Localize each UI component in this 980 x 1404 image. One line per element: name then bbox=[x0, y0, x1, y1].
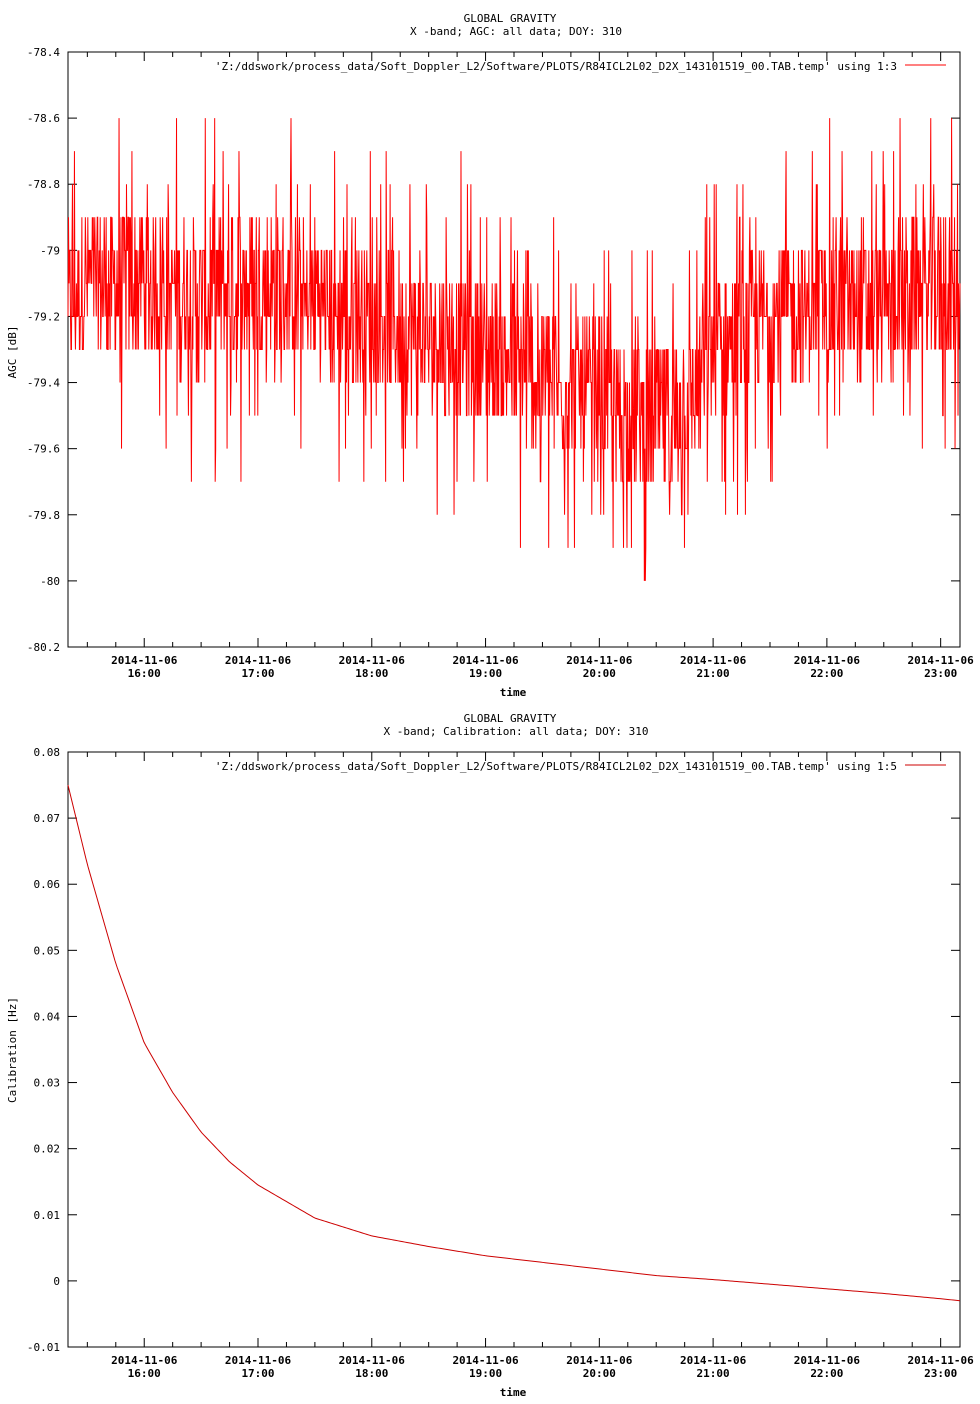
chart2-legend-label: 'Z:/ddswork/process_data/Soft_Doppler_L2… bbox=[215, 760, 897, 773]
chart1-xtick-date: 2014-11-06 bbox=[794, 654, 861, 667]
chart1-ytick-label: -79.8 bbox=[27, 509, 60, 522]
chart2-ytick-label: 0.05 bbox=[34, 944, 61, 957]
chart1-ytick-label: -78.8 bbox=[27, 178, 60, 191]
chart1-xtick-date: 2014-11-06 bbox=[111, 654, 178, 667]
chart1-ytick-label: -78.4 bbox=[27, 46, 60, 59]
chart2-ytick-label: 0.07 bbox=[34, 812, 61, 825]
chart2-xtick-time: 21:00 bbox=[697, 1367, 730, 1380]
chart1-legend-label: 'Z:/ddswork/process_data/Soft_Doppler_L2… bbox=[215, 60, 897, 73]
chart2-ytick-label: -0.01 bbox=[27, 1341, 60, 1354]
chart2-xtick-time: 16:00 bbox=[128, 1367, 161, 1380]
chart1-xtick-time: 17:00 bbox=[241, 667, 274, 680]
chart2-xtick-date: 2014-11-06 bbox=[452, 1354, 519, 1367]
chart2-xtick-date: 2014-11-06 bbox=[111, 1354, 178, 1367]
chart1-ytick-label: -79 bbox=[40, 244, 60, 257]
chart2-xtick-date: 2014-11-06 bbox=[566, 1354, 633, 1367]
chart1-ylabel: AGC [dB] bbox=[6, 326, 19, 379]
chart1-ytick-label: -80 bbox=[40, 575, 60, 588]
chart2-ytick-label: 0 bbox=[53, 1275, 60, 1288]
chart1-title: GLOBAL GRAVITY bbox=[464, 12, 557, 25]
chart1-ytick-label: -79.6 bbox=[27, 443, 60, 456]
chart1-xtick-time: 20:00 bbox=[583, 667, 616, 680]
chart2-ytick-label: 0.02 bbox=[34, 1143, 61, 1156]
chart2-xtick-time: 23:00 bbox=[924, 1367, 957, 1380]
chart2-xlabel: time bbox=[500, 1386, 527, 1399]
chart1-xtick-time: 21:00 bbox=[697, 667, 730, 680]
chart1-ytick-label: -80.2 bbox=[27, 641, 60, 654]
chart2-ytick-label: 0.04 bbox=[34, 1010, 61, 1023]
chart1-xtick-time: 16:00 bbox=[128, 667, 161, 680]
chart2-ytick-label: 0.06 bbox=[34, 878, 61, 891]
chart2-ytick-label: 0.01 bbox=[34, 1209, 61, 1222]
chart1-xtick-date: 2014-11-06 bbox=[908, 654, 975, 667]
chart2-title: GLOBAL GRAVITY bbox=[464, 712, 557, 725]
chart2-xtick-date: 2014-11-06 bbox=[794, 1354, 861, 1367]
chart1-xlabel: time bbox=[500, 686, 527, 699]
chart2-xtick-date: 2014-11-06 bbox=[908, 1354, 975, 1367]
chart2-xtick-date: 2014-11-06 bbox=[680, 1354, 747, 1367]
chart2-ytick-label: 0.03 bbox=[34, 1077, 61, 1090]
chart1-xtick-date: 2014-11-06 bbox=[225, 654, 292, 667]
chart1-ytick-label: -79.2 bbox=[27, 310, 60, 323]
chart1-xtick-time: 19:00 bbox=[469, 667, 502, 680]
chart2-xtick-time: 18:00 bbox=[355, 1367, 388, 1380]
chart1-xtick-date: 2014-11-06 bbox=[680, 654, 747, 667]
chart2-plot-frame bbox=[67, 751, 961, 1348]
chart2-xtick-time: 22:00 bbox=[810, 1367, 843, 1380]
chart1-series-line bbox=[67, 118, 961, 581]
chart1-subtitle: X -band; AGC: all data; DOY: 310 bbox=[410, 25, 622, 38]
chart2-xtick-time: 20:00 bbox=[583, 1367, 616, 1380]
chart2-xtick-date: 2014-11-06 bbox=[225, 1354, 292, 1367]
chart1-xtick-time: 22:00 bbox=[810, 667, 843, 680]
chart2-subtitle: X -band; Calibration: all data; DOY: 310 bbox=[384, 725, 649, 738]
chart2-xtick-time: 17:00 bbox=[241, 1367, 274, 1380]
chart1-xtick-time: 23:00 bbox=[924, 667, 957, 680]
chart2-xtick-date: 2014-11-06 bbox=[339, 1354, 406, 1367]
chart1-xtick-date: 2014-11-06 bbox=[452, 654, 519, 667]
chart1-ytick-label: -78.6 bbox=[27, 112, 60, 125]
chart1-xtick-time: 18:00 bbox=[355, 667, 388, 680]
chart1-ytick-label: -79.4 bbox=[27, 377, 60, 390]
chart2-xtick-time: 19:00 bbox=[469, 1367, 502, 1380]
chart2-ytick-label: 0.08 bbox=[34, 746, 61, 759]
chart1-xtick-date: 2014-11-06 bbox=[339, 654, 406, 667]
chart2-ylabel: Calibration [Hz] bbox=[6, 997, 19, 1103]
chart1-xtick-date: 2014-11-06 bbox=[566, 654, 633, 667]
chart2-series-line bbox=[67, 784, 961, 1302]
